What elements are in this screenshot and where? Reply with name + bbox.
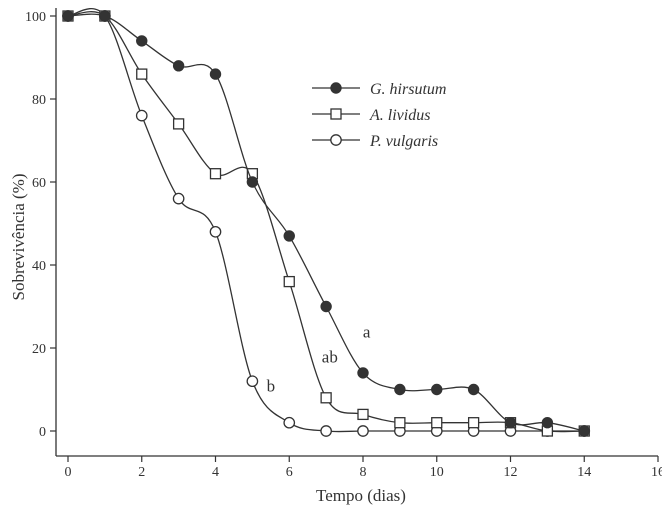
annotation-label: a bbox=[363, 322, 371, 341]
data-point-p-vulgaris bbox=[135, 109, 148, 122]
data-point-a-lividus bbox=[431, 417, 443, 429]
annotation-label: ab bbox=[322, 347, 338, 366]
data-point-g-hirsutum bbox=[99, 10, 111, 22]
x-tick-label: 0 bbox=[65, 465, 72, 480]
data-point-p-vulgaris bbox=[320, 425, 332, 437]
legend-item-p-vulgaris: P. vulgaris bbox=[312, 133, 438, 150]
data-point-a-lividus bbox=[357, 408, 369, 421]
data-point-p-vulgaris bbox=[357, 425, 369, 437]
legend-label: G. hirsutum bbox=[370, 81, 446, 98]
data-point-a-lividus bbox=[283, 275, 295, 288]
data-point-g-hirsutum bbox=[431, 383, 443, 396]
x-tick-label: 12 bbox=[504, 465, 518, 480]
series-line-a-lividus bbox=[67, 11, 585, 433]
data-point-g-hirsutum bbox=[209, 68, 222, 80]
data-point-a-lividus bbox=[394, 417, 406, 429]
series-line-g-hirsutum bbox=[67, 13, 585, 432]
data-point-a-lividus bbox=[172, 118, 185, 130]
data-point-g-hirsutum bbox=[320, 300, 332, 313]
data-point-a-lividus bbox=[467, 417, 480, 429]
legend-marker-icon bbox=[330, 82, 342, 94]
legend-marker-icon bbox=[330, 134, 342, 146]
x-tick-label: 2 bbox=[138, 465, 145, 480]
annotation-label: b bbox=[267, 376, 276, 395]
data-point-a-lividus bbox=[136, 68, 148, 80]
legend-label: A. lividus bbox=[369, 107, 430, 124]
data-point-g-hirsutum bbox=[246, 176, 259, 188]
x-tick-label: 4 bbox=[212, 465, 219, 480]
data-point-g-hirsutum bbox=[357, 367, 369, 379]
annotations: a ab b bbox=[267, 322, 371, 395]
legend-item-g-hirsutum: G. hirsutum bbox=[312, 81, 446, 98]
series-line-p-vulgaris bbox=[67, 8, 585, 433]
series-a-lividus bbox=[62, 10, 590, 437]
y-tick-label: 0 bbox=[39, 425, 46, 440]
data-point-g-hirsutum bbox=[283, 230, 295, 242]
series-group bbox=[62, 8, 591, 437]
y-axis-title: Sobrevivência (%) bbox=[9, 174, 28, 301]
legend-item-a-lividus: A. lividus bbox=[312, 107, 430, 124]
data-point-g-hirsutum bbox=[136, 35, 148, 47]
axes: 0 2 4 6 8 10 12 14 16 0 20 40 60 80 100 bbox=[25, 8, 662, 480]
data-point-g-hirsutum bbox=[504, 417, 517, 429]
data-point-g-hirsutum bbox=[541, 417, 554, 429]
data-point-g-hirsutum bbox=[394, 383, 406, 396]
x-tick-label: 8 bbox=[360, 465, 367, 480]
x-tick-label: 6 bbox=[286, 465, 293, 480]
y-tick-label: 80 bbox=[32, 93, 46, 108]
y-tick-label: 40 bbox=[32, 259, 46, 274]
x-tick-label: 10 bbox=[430, 465, 444, 480]
x-tick-label: 14 bbox=[577, 465, 591, 480]
data-point-p-vulgaris bbox=[172, 192, 185, 205]
data-point-g-hirsutum bbox=[62, 10, 74, 22]
y-tick-label: 60 bbox=[32, 176, 46, 191]
data-point-g-hirsutum bbox=[467, 383, 480, 396]
legend-marker-icon bbox=[330, 108, 342, 120]
data-point-g-hirsutum bbox=[172, 60, 185, 72]
x-axis-title: Tempo (dias) bbox=[316, 486, 406, 505]
y-tick-label: 20 bbox=[32, 342, 46, 357]
data-point-p-vulgaris bbox=[246, 375, 259, 388]
data-point-a-lividus bbox=[320, 392, 332, 404]
data-point-g-hirsutum bbox=[578, 425, 590, 437]
data-point-p-vulgaris bbox=[209, 225, 222, 238]
legend: G. hirsutum A. lividus P. vulgaris bbox=[312, 81, 446, 150]
data-point-p-vulgaris bbox=[283, 416, 296, 429]
y-tick-label: 100 bbox=[25, 10, 46, 25]
series-g-hirsutum bbox=[62, 10, 590, 437]
legend-label: P. vulgaris bbox=[369, 133, 438, 150]
x-tick-label: 16 bbox=[651, 465, 662, 480]
data-point-a-lividus bbox=[209, 168, 222, 180]
